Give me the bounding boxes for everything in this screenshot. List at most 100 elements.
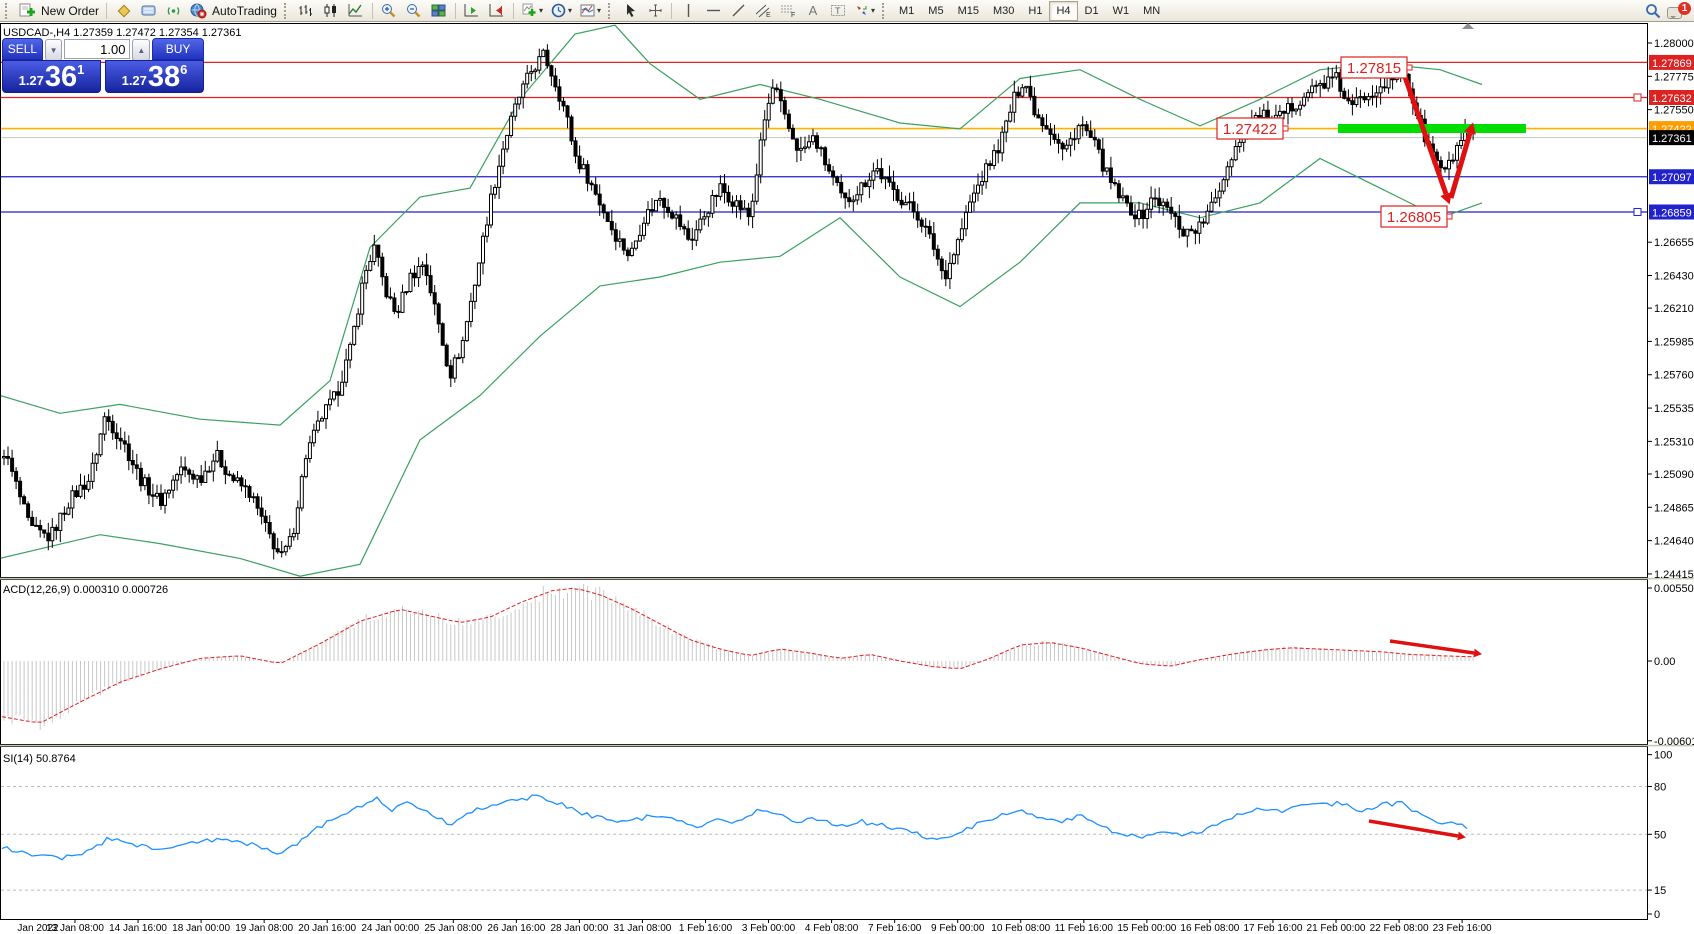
market-watch-icon: [117, 4, 130, 18]
price-badge: [1649, 169, 1694, 185]
timeframe-button-M30[interactable]: M30: [992, 4, 1015, 17]
buy-price-button[interactable]: 1.27 38 6: [105, 60, 204, 93]
red-annotation-arrow[interactable]: [1368, 819, 1459, 838]
periods-clock-icon: [551, 3, 566, 18]
channel-icon: E: [755, 4, 771, 18]
indicators-button[interactable]: ▾: [518, 1, 546, 21]
volume-increase-button[interactable]: ▲: [132, 39, 151, 61]
community-notifications-button[interactable]: 1: [1666, 1, 1692, 21]
panel-divider[interactable]: [0, 577, 1694, 580]
timeframe-button-MN[interactable]: MN: [1143, 4, 1161, 17]
price-tick-label: 1.28000: [1654, 38, 1694, 50]
sell-button[interactable]: SELL: [2, 38, 43, 60]
callout-handle[interactable]: [1406, 64, 1413, 71]
new-order-button[interactable]: [15, 1, 39, 21]
fibonacci-tool-button[interactable]: F: [776, 1, 800, 21]
autotrading-button[interactable]: [186, 1, 210, 21]
timeframe-button-M5[interactable]: M5: [928, 4, 944, 17]
green-highlight-bar[interactable]: [1338, 124, 1526, 133]
timeframe-button-D1[interactable]: D1: [1084, 4, 1099, 17]
timeframe-button-M1[interactable]: M1: [899, 4, 915, 17]
callout-handle[interactable]: [1282, 125, 1289, 132]
data-window-button[interactable]: [136, 1, 160, 21]
sell-price-pip: 1: [77, 62, 85, 77]
volume-input[interactable]: [64, 39, 131, 59]
timeframe-button-W1[interactable]: W1: [1112, 4, 1130, 17]
templates-button[interactable]: ▾: [576, 1, 604, 21]
templates-icon: [580, 4, 595, 17]
zoom-out-button[interactable]: [402, 1, 426, 21]
macd-panel[interactable]: [0, 579, 1648, 745]
trendline-tool-button[interactable]: [726, 1, 750, 21]
time-tick-label: 24 Jan 00:00: [361, 923, 419, 934]
time-tick-label: 21 Feb 00:00: [1307, 923, 1366, 934]
toolbar-grip[interactable]: [283, 2, 290, 19]
equidistant-channel-tool-button[interactable]: E: [751, 1, 775, 21]
callout-handle[interactable]: [1446, 213, 1453, 220]
buy-button[interactable]: BUY: [152, 38, 204, 60]
zoom-in-button[interactable]: [377, 1, 401, 21]
bollinger-upper-band: [1, 24, 1483, 426]
chart-shift-button[interactable]: [485, 1, 509, 21]
tile-windows-icon: [431, 4, 446, 17]
sell-price-main: 36: [44, 61, 78, 93]
signals-button[interactable]: [161, 1, 185, 21]
time-tick-label: 13 Jan 08:00: [46, 923, 104, 934]
line-handle[interactable]: [1633, 93, 1642, 102]
cursor-tool-button[interactable]: [618, 1, 642, 21]
time-tick-label: 1 Feb 16:00: [679, 923, 733, 934]
indicators-icon: [522, 3, 536, 16]
chart-shift-marker[interactable]: [1462, 23, 1474, 29]
arrows-tool-button[interactable]: ▾: [851, 1, 878, 21]
text-tool-button[interactable]: A: [801, 1, 825, 21]
auto-scroll-button[interactable]: [460, 1, 484, 21]
text-label-tool-button[interactable]: T: [826, 1, 850, 21]
rsi-content[interactable]: [1, 785, 1647, 891]
macd-histogram: [3, 584, 1474, 730]
price-tick-label: 1.26430: [1654, 271, 1694, 283]
toolbar-grip[interactable]: [5, 2, 11, 19]
separator: [671, 2, 672, 19]
timeframe-button-H1[interactable]: H1: [1028, 4, 1043, 17]
chevron-down-icon: ▾: [596, 6, 601, 15]
panel-divider[interactable]: [0, 744, 1694, 747]
bollinger-lower-band: [1, 157, 1483, 577]
market-watch-button[interactable]: [111, 1, 135, 21]
volume-decrease-button[interactable]: ▼: [44, 39, 63, 61]
toolbar-grip[interactable]: [608, 2, 614, 19]
price-tick-label: 1.25310: [1654, 436, 1694, 448]
line-chart-button[interactable]: [344, 1, 368, 21]
red-annotation-arrow[interactable]: [1401, 73, 1449, 195]
macd-content[interactable]: [1, 584, 1474, 730]
price-badge-label: 1.27869: [1652, 58, 1692, 70]
candlestick-chart-button[interactable]: [319, 1, 343, 21]
timeframe-button-H4[interactable]: H4: [1049, 0, 1078, 21]
vertical-line-icon: [687, 4, 689, 17]
bar-chart-icon: [299, 5, 313, 16]
red-annotation-arrow[interactable]: [1389, 639, 1475, 655]
toolbar-grip[interactable]: [882, 2, 888, 19]
search-button[interactable]: [1641, 1, 1665, 21]
autotrading-label[interactable]: AutoTrading: [212, 3, 277, 18]
sell-price-button[interactable]: 1.27 36 1: [2, 60, 101, 93]
bar-chart-button[interactable]: [294, 1, 318, 21]
tile-windows-button[interactable]: [427, 1, 451, 21]
time-tick-label: 19 Jan 08:00: [235, 923, 293, 934]
main-chart-panel[interactable]: [0, 23, 1648, 578]
rsi-panel[interactable]: [0, 746, 1648, 920]
crosshair-tool-button[interactable]: [643, 1, 667, 21]
periods-button[interactable]: ▾: [547, 1, 575, 21]
price-tick-label: 1.26210: [1654, 303, 1694, 315]
red-annotation-arrow[interactable]: [1448, 132, 1473, 199]
vertical-line-tool-button[interactable]: [676, 1, 700, 21]
time-tick-label: 16 Feb 08:00: [1180, 923, 1239, 934]
arrows-tool-icon: [857, 6, 867, 15]
new-order-label[interactable]: New Order: [41, 3, 100, 18]
price-tick-label: 1.27775: [1654, 71, 1694, 83]
line-handle[interactable]: [1633, 207, 1642, 216]
timeframe-button-M15[interactable]: M15: [957, 4, 979, 17]
macd-indicator-label: ACD(12,26,9) 0.000310 0.000726: [3, 584, 168, 596]
rsi-indicator-label: SI(14) 50.8764: [3, 753, 76, 765]
horizontal-line-tool-button[interactable]: [701, 1, 725, 21]
